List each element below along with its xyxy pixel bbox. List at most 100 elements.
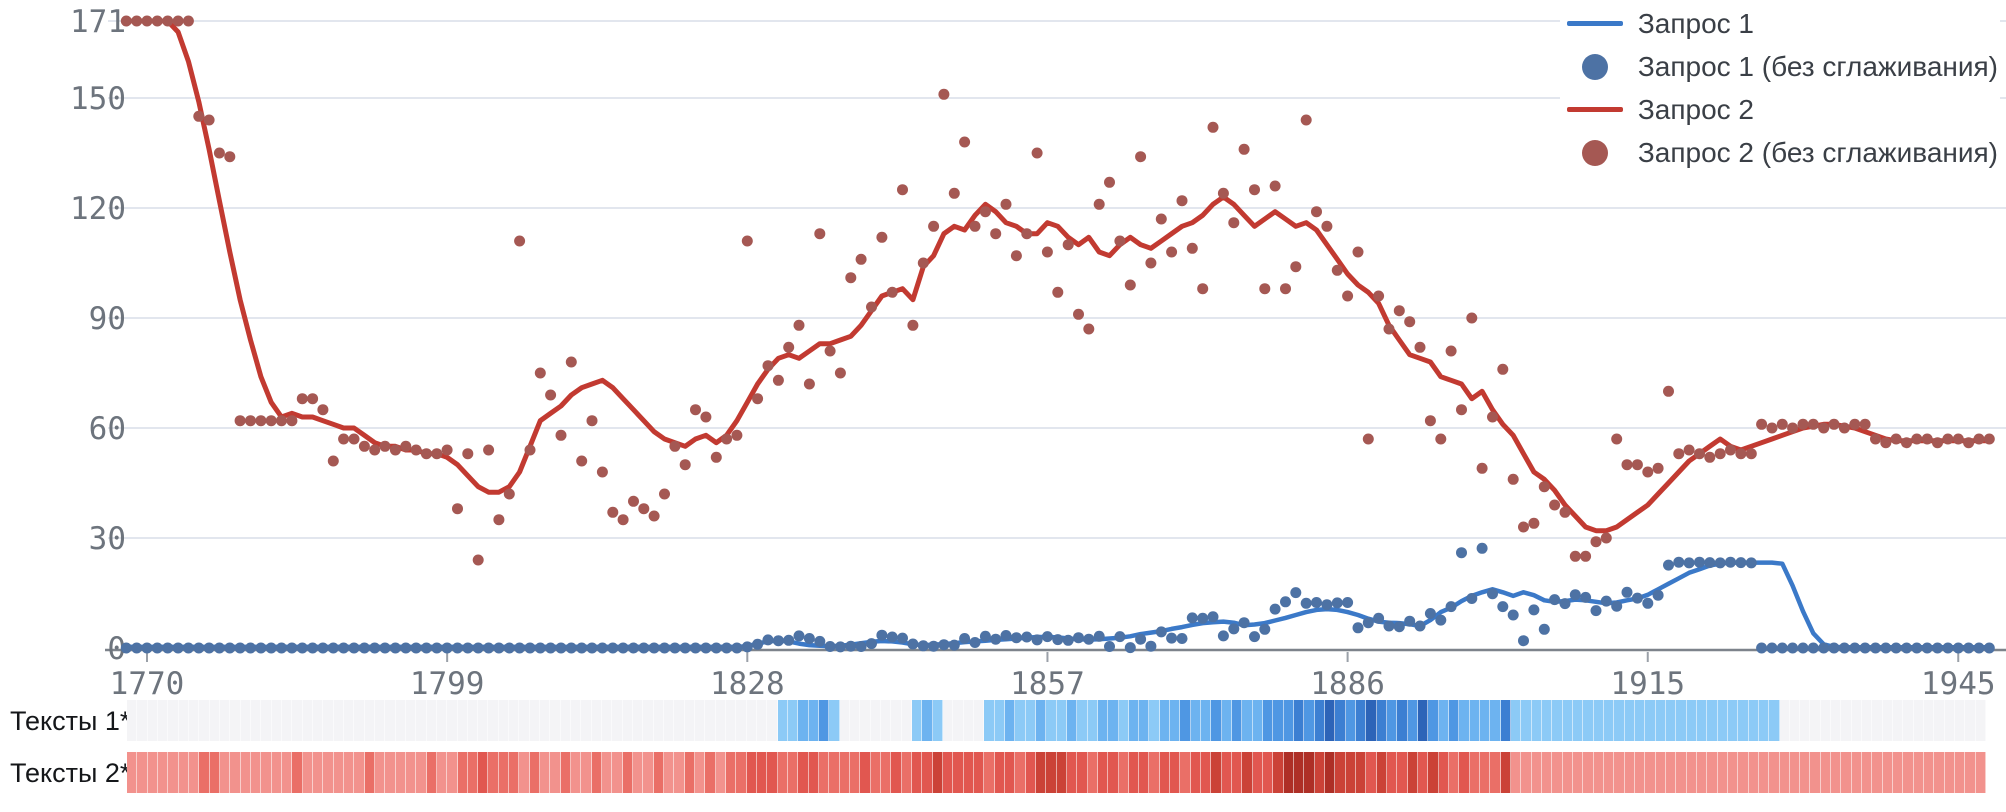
texts2-year-cell[interactable] (1345, 752, 1357, 793)
texts1-year-cell[interactable] (891, 700, 902, 741)
query2-raw-dot[interactable] (1010, 250, 1022, 262)
texts1-year-cell[interactable] (695, 700, 706, 741)
texts2-year-cell[interactable] (726, 752, 737, 793)
texts2-year-cell[interactable] (188, 752, 200, 793)
texts2-year-cell[interactable] (1851, 752, 1863, 793)
query2-raw-dot[interactable] (741, 235, 753, 247)
query2-raw-dot[interactable] (1300, 114, 1312, 126)
query1-raw-dot[interactable] (700, 642, 712, 654)
query2-raw-dot[interactable] (1549, 499, 1561, 511)
query1-raw-dot[interactable] (1331, 597, 1343, 609)
texts2-year-cell[interactable] (1242, 752, 1253, 793)
texts1-year-cell[interactable] (1490, 700, 1501, 741)
texts1-year-cell[interactable] (127, 700, 138, 741)
query2-raw-dot[interactable] (1580, 550, 1592, 562)
query2-raw-dot[interactable] (1704, 451, 1716, 463)
query2-raw-dot[interactable] (721, 433, 733, 445)
query2-raw-dot[interactable] (1952, 433, 1964, 445)
texts1-year-cell[interactable] (1015, 700, 1026, 741)
texts1-year-cell[interactable] (1273, 700, 1284, 741)
query1-raw-dot[interactable] (814, 635, 826, 647)
texts1-year-cell[interactable] (1201, 700, 1212, 741)
texts1-year-cell[interactable] (591, 700, 603, 741)
query2-raw-dot[interactable] (1166, 246, 1178, 258)
texts2-year-cell[interactable] (1862, 752, 1873, 793)
query1-raw-dot[interactable] (524, 642, 536, 654)
query1-raw-dot[interactable] (731, 642, 743, 654)
texts2-year-cell[interactable] (178, 752, 189, 793)
texts1-year-cell[interactable] (467, 700, 479, 741)
texts2-year-cell[interactable] (1531, 752, 1542, 793)
query2-raw-dot[interactable] (1414, 341, 1426, 353)
texts2-year-cell[interactable] (1707, 752, 1718, 793)
texts2-year-cell[interactable] (1294, 752, 1305, 793)
texts2-year-cell[interactable] (1882, 752, 1894, 793)
query1-raw-dot[interactable] (1880, 642, 1892, 654)
query2-raw-dot[interactable] (1135, 151, 1147, 163)
query1-raw-dot[interactable] (1155, 626, 1167, 638)
query1-raw-dot[interactable] (1031, 634, 1043, 646)
texts1-year-cell[interactable] (1335, 700, 1346, 741)
query2-raw-dot[interactable] (1145, 257, 1157, 269)
query1-raw-dot[interactable] (824, 641, 836, 652)
texts2-year-cell[interactable] (746, 752, 758, 793)
query1-raw-dot[interactable] (1621, 586, 1633, 598)
query2-raw-dot[interactable] (203, 114, 215, 126)
query1-raw-dot[interactable] (1735, 557, 1747, 569)
texts1-year-cell[interactable] (168, 700, 179, 741)
query1-raw-dot[interactable] (255, 642, 267, 654)
query1-raw-dot[interactable] (1062, 634, 1074, 646)
texts2-year-cell[interactable] (1944, 752, 1956, 793)
texts2-year-cell[interactable] (1490, 752, 1501, 793)
query1-raw-dot[interactable] (1269, 603, 1281, 615)
query1-raw-dot[interactable] (1145, 640, 1157, 652)
query1-raw-dot[interactable] (690, 642, 701, 654)
texts2-year-cell[interactable] (405, 752, 417, 793)
query1-raw-dot[interactable] (1518, 635, 1529, 647)
query1-raw-dot[interactable] (120, 642, 132, 654)
query2-raw-dot[interactable] (276, 415, 287, 427)
query2-raw-dot[interactable] (1342, 290, 1354, 302)
texts2-year-cell[interactable] (591, 752, 603, 793)
texts1-year-cell[interactable] (1872, 700, 1883, 741)
texts2-year-cell[interactable] (1924, 752, 1935, 793)
query2-raw-dot[interactable] (1269, 180, 1281, 192)
texts2-year-cell[interactable] (942, 752, 954, 793)
texts2-year-cell[interactable] (1562, 752, 1573, 793)
texts2-year-cell[interactable] (271, 752, 282, 793)
query1-raw-dot[interactable] (1921, 642, 1933, 654)
query2-raw-dot[interactable] (1445, 345, 1457, 357)
texts1-year-cell[interactable] (219, 700, 231, 741)
query1-raw-dot[interactable] (348, 642, 360, 654)
query1-raw-dot[interactable] (565, 642, 577, 654)
texts2-year-cell[interactable] (984, 752, 995, 793)
query2-raw-dot[interactable] (379, 440, 391, 452)
query2-raw-dot[interactable] (317, 404, 329, 416)
query1-raw-dot[interactable] (969, 637, 981, 648)
query2-raw-dot[interactable] (1476, 462, 1488, 474)
texts2-year-cell[interactable] (1603, 752, 1615, 793)
texts1-year-cell[interactable] (1325, 700, 1336, 741)
texts1-year-cell[interactable] (1717, 700, 1728, 741)
texts1-year-cell[interactable] (1851, 700, 1863, 741)
texts1-year-cell[interactable] (1655, 700, 1666, 741)
texts2-year-cell[interactable] (1841, 752, 1852, 793)
texts2-year-cell[interactable] (354, 752, 365, 793)
query1-raw-dot[interactable] (1197, 612, 1209, 624)
texts1-year-cell[interactable] (726, 700, 737, 741)
query1-raw-dot[interactable] (462, 642, 474, 654)
query1-raw-dot[interactable] (772, 635, 784, 647)
query1-raw-dot[interactable] (1228, 623, 1240, 635)
query1-raw-dot[interactable] (979, 630, 991, 642)
query1-raw-dot[interactable] (1041, 631, 1053, 643)
query2-raw-dot[interactable] (1745, 448, 1757, 460)
texts1-year-cell[interactable] (922, 700, 933, 741)
texts2-year-cell[interactable] (1128, 752, 1140, 793)
query1-raw-dot[interactable] (193, 642, 205, 654)
query2-raw-dot[interactable] (420, 448, 432, 460)
query1-raw-dot[interactable] (441, 642, 453, 654)
texts2-year-cell[interactable] (891, 752, 902, 793)
texts1-year-cell[interactable] (1004, 700, 1016, 741)
texts1-year-cell[interactable] (1128, 700, 1140, 741)
texts1-year-cell[interactable] (302, 700, 313, 741)
